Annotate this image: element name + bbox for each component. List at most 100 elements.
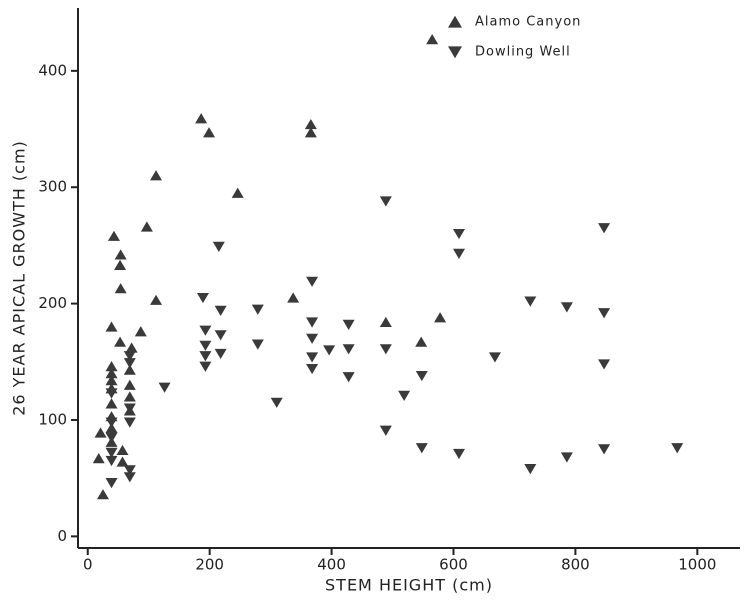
point <box>560 452 573 463</box>
point <box>214 348 227 360</box>
point <box>203 127 216 138</box>
point <box>304 118 317 130</box>
point <box>123 391 136 402</box>
y-tick-label: 400 <box>38 61 67 79</box>
point <box>94 427 107 438</box>
point <box>116 444 129 456</box>
point <box>123 358 136 369</box>
point <box>398 390 411 401</box>
point <box>304 127 317 138</box>
point <box>214 330 227 341</box>
point <box>199 340 212 351</box>
y-tick-label: 100 <box>38 410 67 428</box>
point <box>123 364 136 375</box>
point <box>105 447 118 458</box>
point <box>105 388 118 399</box>
point <box>415 370 428 382</box>
point <box>379 425 392 436</box>
point <box>415 443 428 454</box>
point <box>105 398 118 409</box>
point <box>426 34 439 45</box>
point <box>107 230 120 241</box>
point <box>92 452 105 464</box>
y-axis-label: 26 YEAR APICAL GROWTH (cm) <box>10 140 29 416</box>
point <box>671 443 684 454</box>
legend-marker <box>448 46 462 59</box>
point <box>105 321 118 332</box>
point <box>598 223 611 234</box>
point <box>251 304 264 315</box>
point <box>114 283 127 294</box>
point <box>123 465 136 476</box>
point <box>598 444 611 455</box>
legend-label: Dowling Well <box>475 45 571 60</box>
point <box>105 478 118 489</box>
point <box>96 489 109 500</box>
point <box>560 302 573 313</box>
x-tick-label: 200 <box>195 556 224 574</box>
point <box>125 342 138 353</box>
point <box>114 249 127 260</box>
point <box>287 292 300 303</box>
point <box>598 359 611 370</box>
point <box>214 305 227 316</box>
y-tick-label: 300 <box>38 178 67 196</box>
point <box>251 339 264 350</box>
point <box>114 336 127 347</box>
point <box>488 352 501 363</box>
x-tick-label: 800 <box>561 556 590 574</box>
y-tick-label: 200 <box>38 294 67 312</box>
point <box>140 221 153 232</box>
point <box>452 248 465 259</box>
x-tick-label: 0 <box>83 556 93 574</box>
point <box>105 375 118 386</box>
point <box>452 448 465 460</box>
point <box>524 464 537 475</box>
point <box>434 312 447 323</box>
point <box>105 432 118 443</box>
point <box>342 319 355 330</box>
point <box>105 422 118 433</box>
y-tick-label: 0 <box>57 527 67 545</box>
point <box>123 379 136 390</box>
point <box>231 187 244 198</box>
point <box>105 361 118 372</box>
point <box>415 336 428 347</box>
point <box>452 228 465 240</box>
point <box>306 352 319 363</box>
point <box>116 456 129 467</box>
point <box>342 344 355 355</box>
point <box>196 292 209 304</box>
point <box>123 417 136 428</box>
point <box>306 363 319 375</box>
legend-label: Alamo Canyon <box>475 15 581 30</box>
point <box>199 325 212 336</box>
x-axis-label: STEM HEIGHT (cm) <box>325 576 493 595</box>
point <box>150 294 163 305</box>
point <box>212 241 225 252</box>
x-tick-label: 600 <box>439 556 468 574</box>
point <box>105 455 118 467</box>
point <box>123 351 136 362</box>
point <box>105 368 118 379</box>
point <box>379 344 392 355</box>
point <box>306 276 319 287</box>
point <box>306 333 319 344</box>
point <box>323 345 336 356</box>
x-tick-label: 1000 <box>678 556 716 574</box>
point <box>158 382 171 393</box>
point <box>379 316 392 328</box>
point <box>134 326 147 337</box>
point <box>524 296 537 307</box>
point <box>123 472 136 483</box>
point <box>379 196 392 207</box>
point <box>114 259 127 270</box>
point <box>598 308 611 319</box>
point <box>342 372 355 383</box>
point <box>150 170 163 181</box>
x-tick-label: 400 <box>317 556 346 574</box>
point <box>199 361 212 372</box>
point <box>123 403 136 414</box>
point <box>306 317 319 328</box>
